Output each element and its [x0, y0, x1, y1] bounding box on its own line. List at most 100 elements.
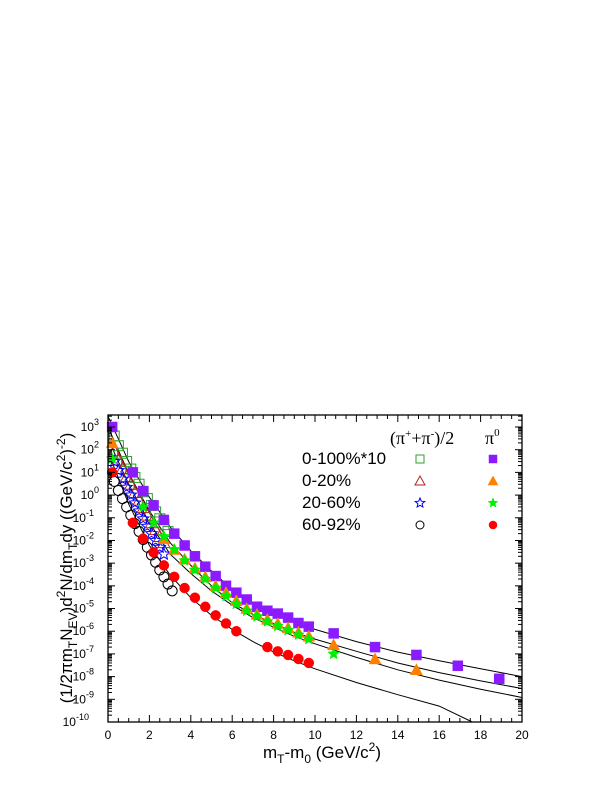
marker-filled-star [229, 597, 243, 610]
marker-filled-circle [488, 520, 498, 530]
marker-filled-circle [293, 653, 304, 665]
marker-filled-square [148, 500, 159, 511]
marker-filled-star [281, 623, 295, 636]
marker-filled-triangle [410, 663, 423, 676]
legend-header-charged: (π++π-)/2 [390, 428, 454, 449]
legend-label-20-60: 20-60% [302, 493, 361, 512]
marker-filled-circle [200, 601, 211, 612]
marker-filled-square [282, 612, 294, 623]
fit-curve [107, 451, 473, 723]
marker-open-square [415, 454, 425, 464]
marker-open-square [121, 456, 133, 468]
marker-filled-square [328, 628, 339, 639]
legend-markers [413, 454, 499, 530]
marker-filled-triangle [368, 652, 382, 665]
marker-open-star [136, 511, 151, 525]
marker-filled-star [487, 497, 499, 508]
marker-filled-star [271, 619, 285, 632]
marker-filled-star [209, 581, 222, 594]
legend-label-0-20: 0-20% [302, 471, 351, 490]
x-tick-label: 18 [474, 728, 488, 742]
marker-filled-circle [137, 533, 149, 544]
legend: (π++π-)/2 π0 0-100%*10 0-20% 20-60% 60-9… [302, 427, 500, 534]
x-tick-label: 8 [270, 728, 277, 742]
marker-open-circle [415, 520, 425, 530]
marker-filled-star [261, 614, 274, 627]
marker-open-star [115, 471, 130, 486]
marker-filled-circle [272, 646, 283, 657]
marker-filled-star [198, 572, 212, 585]
legend-label-60-92: 60-92% [302, 515, 361, 534]
x-tick-label: 2 [146, 728, 153, 742]
marker-filled-square [189, 551, 201, 562]
marker-open-square [116, 447, 128, 459]
marker-open-star [152, 539, 167, 554]
marker-filled-star [147, 516, 160, 529]
marker-filled-circle [262, 641, 273, 653]
legend-label-0-100: 0-100%*10 [302, 449, 386, 468]
y-axis-title: (1/2πmTNEV)d2N/dmTdy ((GeV/c2)-2) [54, 433, 80, 704]
marker-filled-square [493, 673, 505, 685]
y-tick-label: 102 [81, 440, 99, 457]
marker-filled-square [127, 467, 139, 478]
marker-open-star [148, 533, 163, 547]
x-tick-label: 14 [391, 728, 405, 742]
y-tick-label: 100 [81, 485, 99, 502]
marker-filled-star [219, 589, 233, 602]
marker-filled-circle [282, 649, 294, 661]
marker-open-triangle [414, 474, 426, 486]
marker-open-star [123, 487, 138, 501]
marker-filled-star [188, 563, 202, 576]
x-tick-label: 16 [433, 728, 447, 742]
x-tick-label: 4 [187, 728, 194, 742]
marker-filled-star [157, 529, 171, 542]
marker-filled-circle [231, 625, 242, 637]
x-tick-label: 12 [350, 728, 364, 742]
axis-ticks [107, 415, 523, 723]
marker-filled-circle [179, 582, 190, 594]
marker-filled-circle [148, 547, 159, 558]
marker-open-circle [166, 585, 178, 597]
marker-filled-circle [127, 517, 139, 529]
y-tick-label: 103 [81, 417, 99, 434]
marker-open-star [127, 495, 142, 509]
y-tick-label: 10-10 [63, 712, 89, 729]
marker-open-star [144, 526, 159, 540]
marker-open-star [156, 546, 171, 561]
x-axis-title: mT-m0 (GeV/c2) [263, 740, 381, 766]
x-tick-labels: 0 2 4 6 8 10 12 14 16 18 20 [105, 728, 529, 742]
marker-filled-star [250, 609, 264, 622]
x-tick-label: 20 [515, 728, 529, 742]
marker-filled-star [327, 647, 340, 660]
y-tick-label: 101 [81, 462, 99, 479]
marker-filled-square [168, 528, 180, 539]
marker-filled-triangle [487, 475, 499, 486]
marker-filled-circle [303, 657, 315, 669]
marker-filled-star [292, 628, 305, 641]
x-tick-label: 0 [105, 728, 112, 742]
marker-filled-circle [210, 610, 221, 621]
marker-filled-square [200, 561, 211, 572]
marker-filled-square [369, 641, 381, 653]
x-tick-label: 6 [229, 728, 236, 742]
marker-filled-square [179, 540, 190, 551]
marker-filled-square [411, 649, 422, 661]
marker-filled-square [158, 514, 170, 526]
marker-filled-circle [168, 571, 180, 583]
marker-filled-star [136, 500, 150, 513]
marker-filled-square [137, 485, 149, 497]
marker-filled-square [452, 660, 464, 672]
marker-open-star [413, 496, 427, 509]
marker-filled-star [240, 604, 254, 617]
marker-filled-circle [220, 618, 232, 629]
marker-filled-star [178, 553, 191, 566]
marker-filled-circle [189, 592, 201, 603]
legend-header-neutral: π0 [485, 427, 500, 448]
marker-filled-square [488, 454, 498, 464]
marker-filled-star [302, 632, 316, 645]
marker-filled-star [167, 542, 181, 555]
marker-open-star [119, 480, 134, 494]
marker-filled-circle [158, 560, 170, 571]
x-tick-label: 10 [308, 728, 322, 742]
